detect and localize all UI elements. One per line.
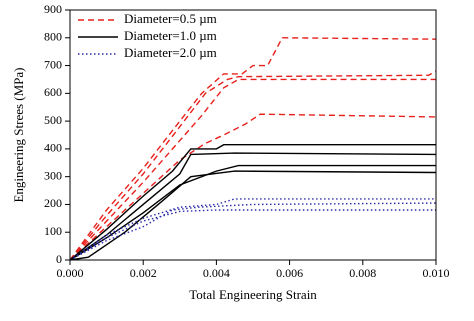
y-tick-label: 300 [44,168,62,182]
legend-label: Diameter=1.0 µm [124,28,217,43]
y-tick-label: 200 [44,196,62,210]
y-tick-label: 600 [44,85,62,99]
y-tick-label: 400 [44,141,62,155]
curve [69,37,437,261]
curve [69,209,436,261]
curve [69,164,436,261]
curve [69,202,437,261]
x-axis-title: Total Engineering Strain [189,287,317,302]
curve [69,152,437,261]
y-tick-label: 900 [44,2,62,16]
curve [69,70,437,261]
x-tick-label: 0.004 [203,266,230,280]
y-tick-label: 100 [44,224,62,238]
legend-label: Diameter=0.5 µm [124,11,217,26]
legend-label: Diameter=2.0 µm [124,45,217,60]
curve [69,113,437,261]
x-tick-label: 0.002 [130,266,157,280]
y-tick-label: 500 [44,113,62,127]
x-tick-label: 0.010 [423,266,450,280]
x-tick-label: 0.000 [57,266,84,280]
x-tick-label: 0.008 [349,266,376,280]
y-tick-label: 0 [56,252,62,266]
curve [69,144,436,261]
x-tick-label: 0.006 [276,266,303,280]
y-tick-label: 800 [44,30,62,44]
plot-frame [69,9,437,261]
curve [69,170,437,261]
curve [69,198,436,261]
y-axis-title: Engineering Strees (MPa) [11,67,26,202]
y-tick-label: 700 [44,57,62,71]
curve [69,78,436,261]
